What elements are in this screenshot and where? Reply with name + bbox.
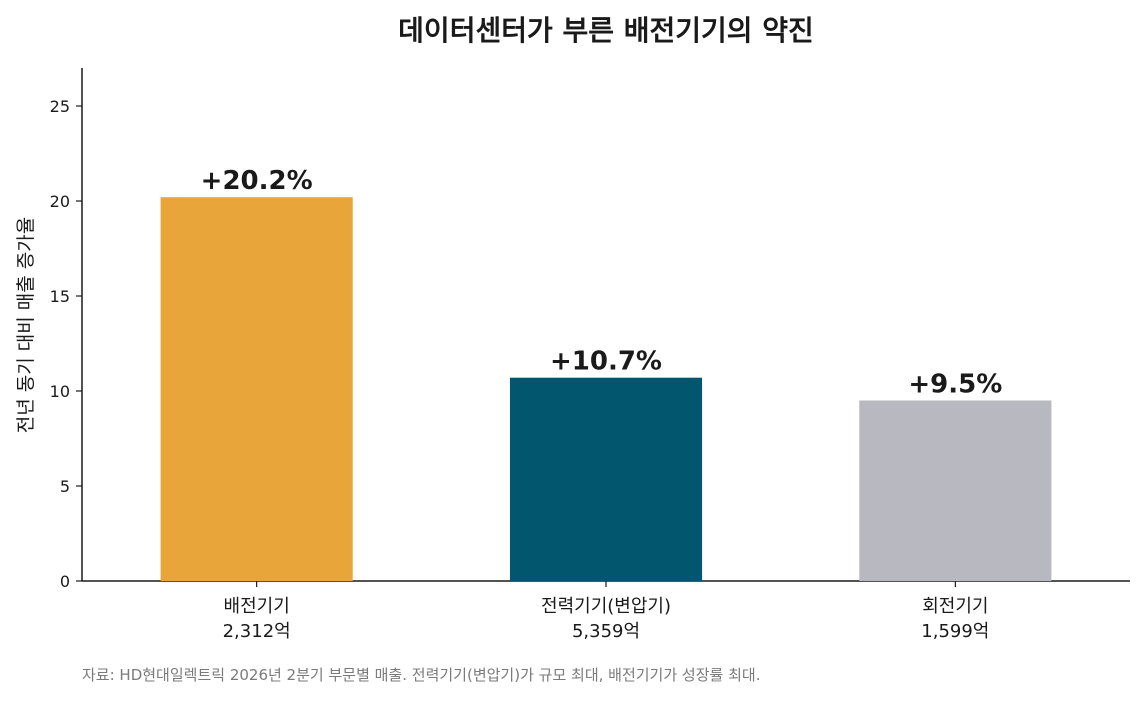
axes: 0 5 10 15 20 25 배전기기 2,312억 전력기기(변압기) 5,359억 회전기기 1… — [50, 68, 1130, 642]
x-tick-label: 배전기기 — [224, 596, 290, 617]
data-label: +9.5% — [908, 370, 1002, 400]
y-tick-label: 15 — [50, 287, 70, 306]
y-tick-label: 25 — [50, 97, 70, 116]
y-axis-label: 전년 동기 대비 매출 증가율 — [15, 217, 37, 433]
x-tick-sublabel: 1,599억 — [921, 621, 989, 642]
bar — [160, 197, 353, 581]
chart-title: 데이터센터가 부른 배전기기의 약진 — [398, 14, 814, 47]
source-note: 자료: HD현대일렉트릭 2026년 2분기 부문별 매출. 전력기기(변압기)… — [82, 666, 761, 684]
y-tick-label: 10 — [50, 382, 70, 401]
bar — [509, 377, 703, 581]
x-tick-label: 전력기기(변압기) — [541, 596, 671, 617]
bar — [859, 400, 1052, 581]
y-tick-label: 5 — [60, 477, 70, 496]
x-tick-label: 회전기기 — [922, 596, 988, 617]
y-tick-label: 0 — [60, 572, 70, 591]
y-tick-label: 20 — [50, 192, 70, 211]
bars: +20.2% +10.7% +9.5% — [160, 166, 1052, 581]
data-label: +20.2% — [201, 166, 313, 196]
x-tick-sublabel: 2,312억 — [223, 621, 291, 642]
x-tick-sublabel: 5,359억 — [572, 621, 640, 642]
data-label: +10.7% — [550, 347, 662, 377]
